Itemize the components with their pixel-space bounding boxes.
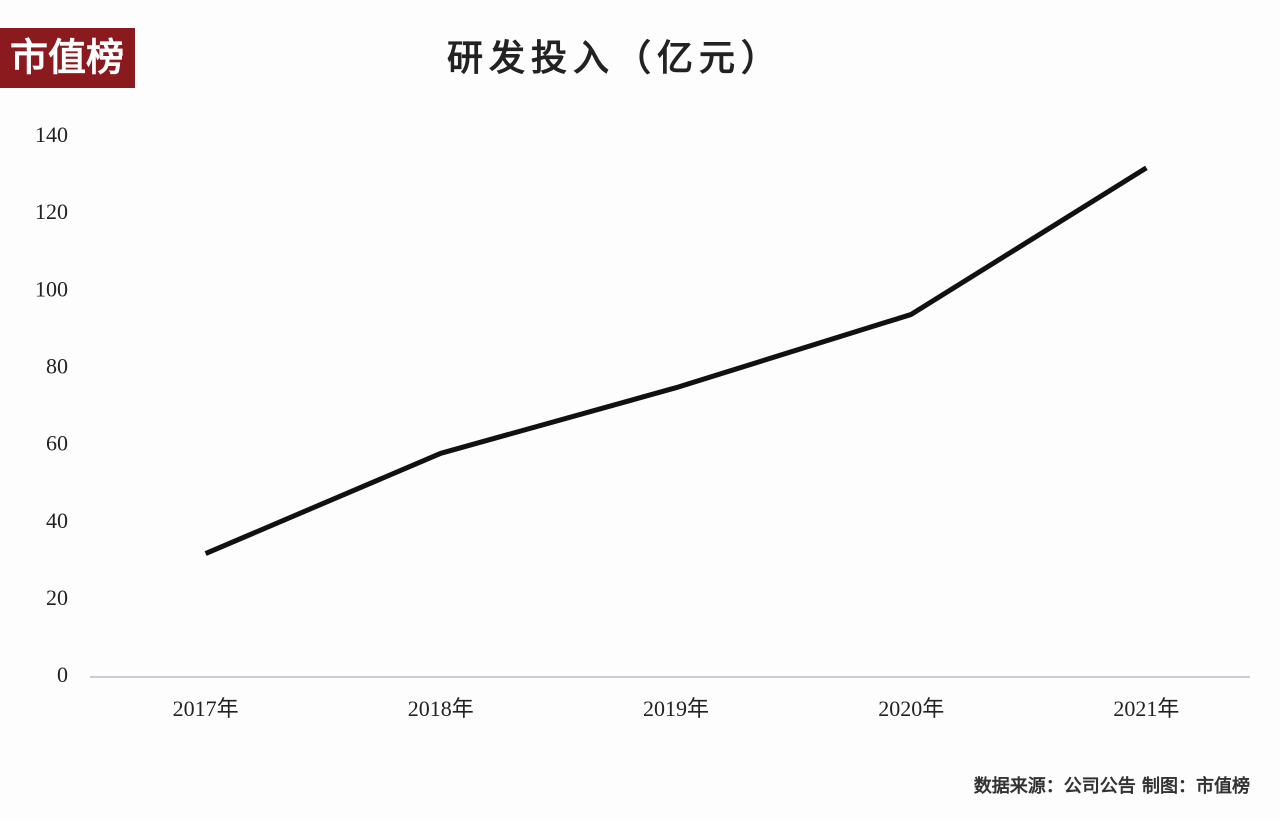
logo-box bbox=[0, 28, 135, 88]
y-tick-label: 140 bbox=[35, 122, 68, 147]
y-tick-label: 40 bbox=[46, 508, 68, 533]
logo: 市值榜 bbox=[10, 36, 124, 80]
y-tick-label: 20 bbox=[46, 585, 68, 610]
chart-title: 研发投入（亿元） bbox=[447, 38, 783, 79]
x-tick-label: 2020年 bbox=[878, 696, 944, 721]
data-line bbox=[204, 165, 1148, 556]
x-tick-label: 2018年 bbox=[408, 696, 474, 721]
y-tick-label: 100 bbox=[35, 276, 68, 301]
x-tick-label: 2017年 bbox=[173, 696, 239, 721]
y-tick-label: 80 bbox=[46, 353, 68, 378]
source-note: 数据来源：公司公告 制图：市值榜 bbox=[974, 775, 1250, 797]
y-tick-label: 120 bbox=[35, 199, 68, 224]
y-tick-label: 0 bbox=[57, 662, 68, 687]
y-tick-label: 60 bbox=[46, 431, 68, 456]
x-tick-label: 2021年 bbox=[1113, 696, 1179, 721]
x-tick-label: 2019年 bbox=[643, 696, 709, 721]
